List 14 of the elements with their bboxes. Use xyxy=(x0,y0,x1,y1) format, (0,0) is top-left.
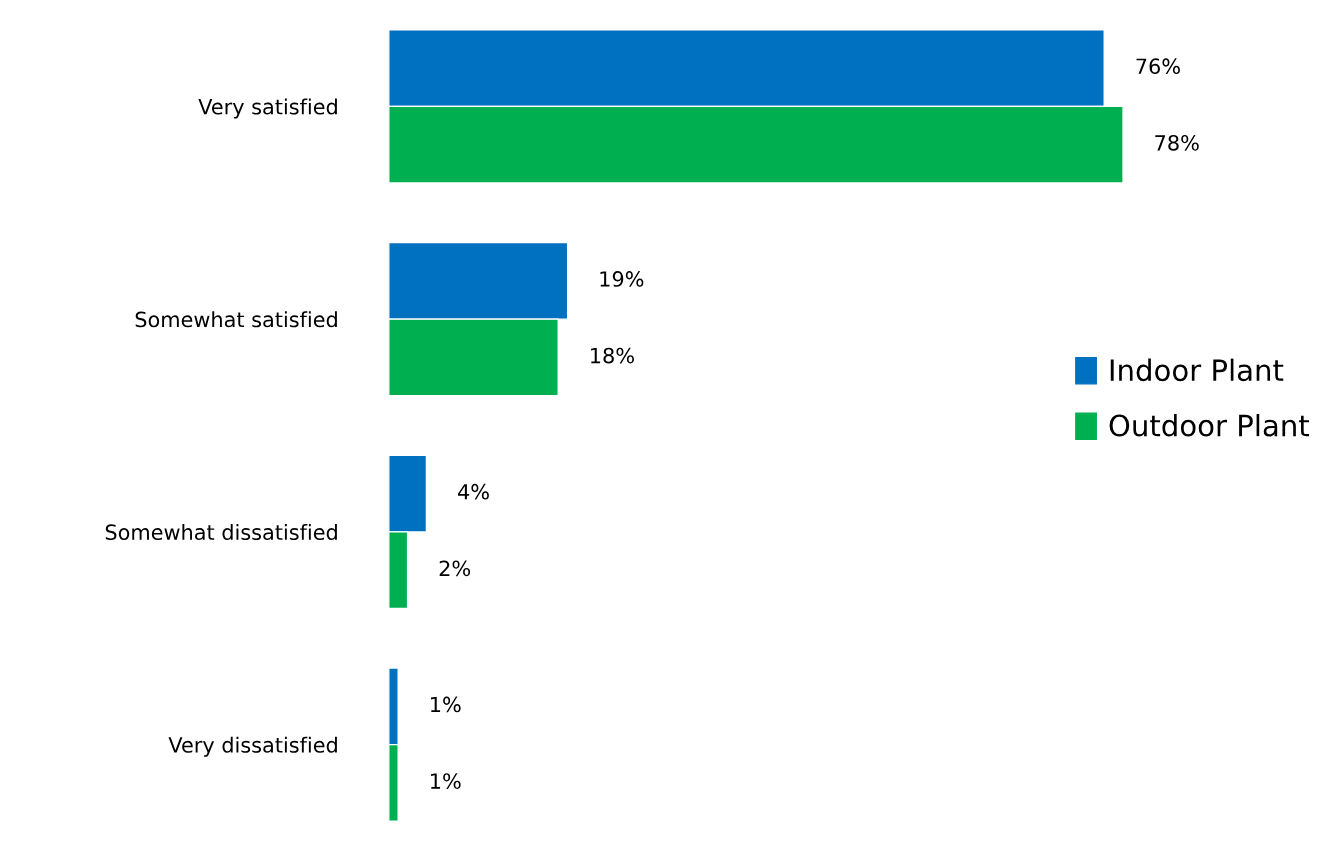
data-label: 18% xyxy=(591,347,634,364)
y-tick-label: Somewhat dissatisfied xyxy=(105,523,337,541)
legend-label: Indoor Plant xyxy=(1110,358,1284,382)
data-label: 19% xyxy=(600,271,644,287)
data-label: 2% xyxy=(439,560,471,577)
data-label: 4% xyxy=(458,483,489,500)
y-tick-label: Very satisfied xyxy=(198,98,337,119)
data-label: 78% xyxy=(1155,134,1199,151)
data-label: 76% xyxy=(1136,58,1180,75)
legend-label: Outdoor Plant xyxy=(1109,413,1310,437)
y-tick-label: Somewhat satisfied xyxy=(135,311,337,328)
data-label: 1% xyxy=(431,773,461,789)
data-label: 1% xyxy=(431,696,461,713)
y-tick-label: Very dissatisfied xyxy=(168,736,337,757)
